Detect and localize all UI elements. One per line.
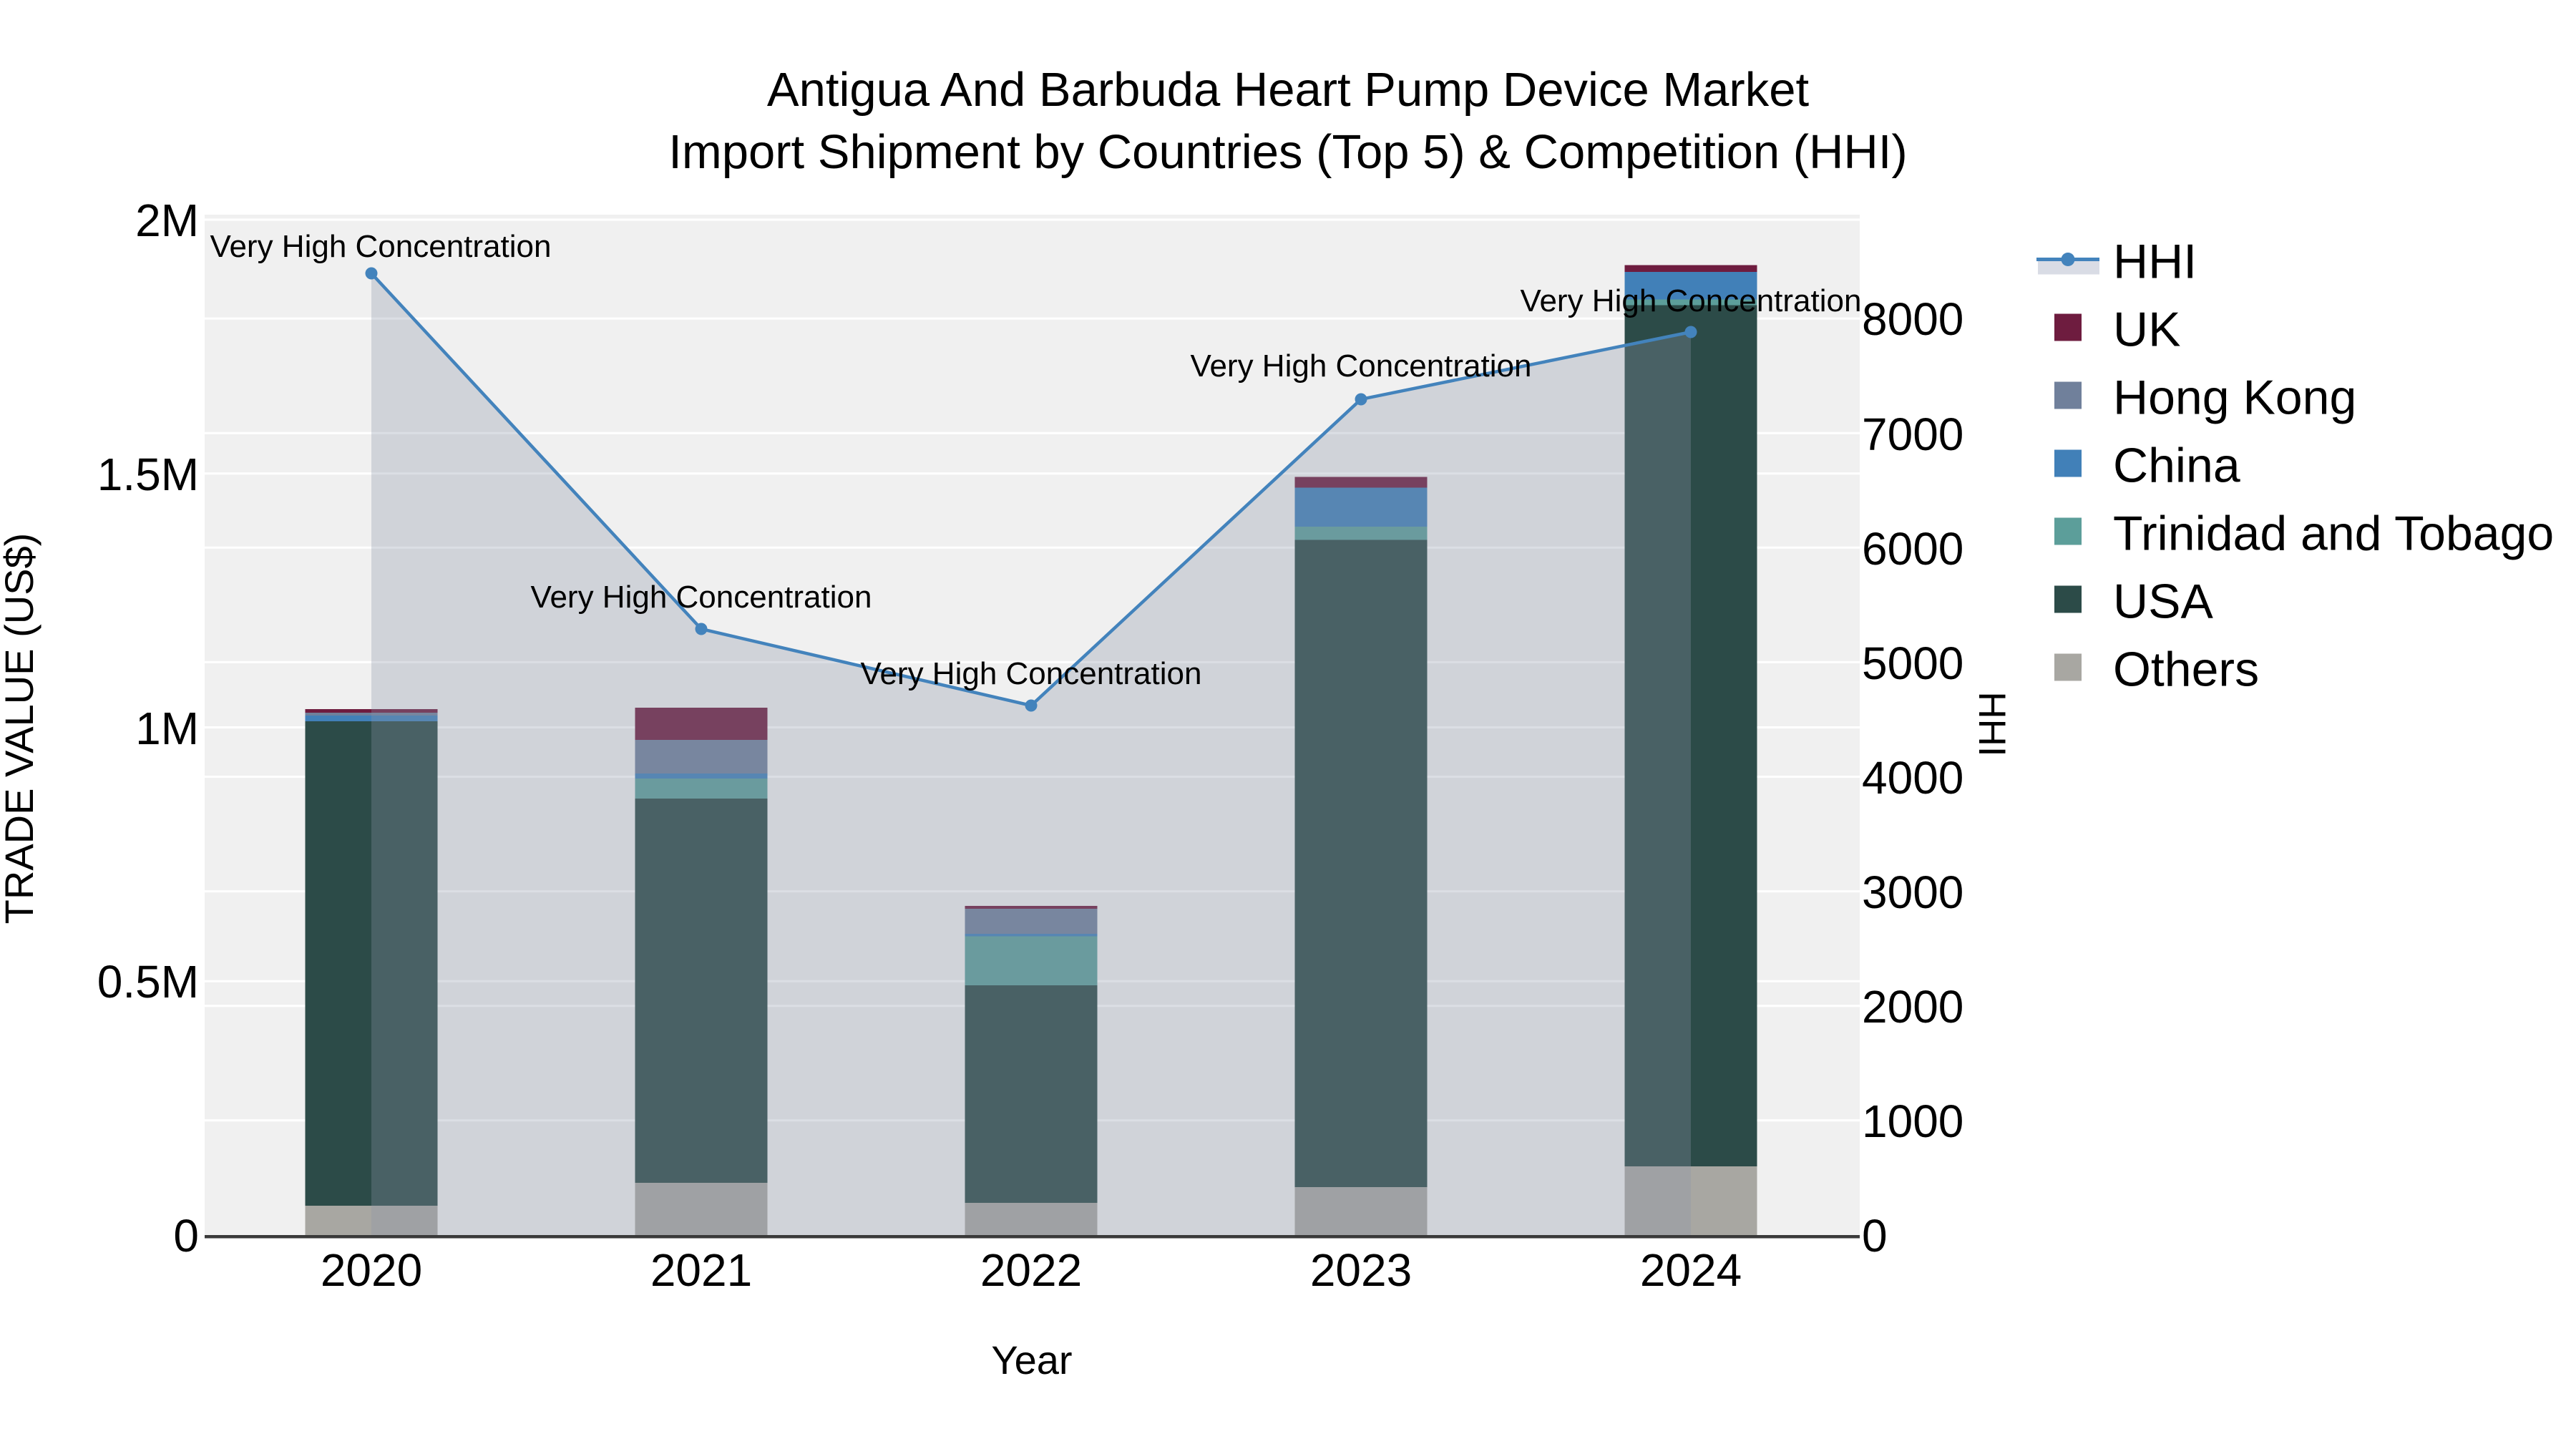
svg-text:TRADE VALUE (US$): TRADE VALUE (US$) (0, 533, 42, 924)
svg-text:2024: 2024 (1640, 1244, 1742, 1296)
svg-text:2023: 2023 (1310, 1244, 1412, 1296)
svg-text:Very High Concentration: Very High Concentration (1191, 348, 1532, 384)
svg-text:2M: 2M (135, 195, 199, 246)
svg-text:HHI: HHI (2113, 235, 2197, 289)
svg-text:1.5M: 1.5M (97, 449, 199, 500)
svg-text:1M: 1M (135, 703, 199, 754)
svg-text:4000: 4000 (1862, 752, 1963, 804)
svg-text:Import Shipment by Countries (: Import Shipment by Countries (Top 5) & C… (668, 125, 1907, 179)
svg-text:Others: Others (2113, 643, 2259, 697)
svg-text:2022: 2022 (980, 1244, 1082, 1296)
svg-text:HHI: HHI (1971, 691, 2013, 756)
svg-text:0: 0 (1862, 1210, 1888, 1262)
svg-text:1000: 1000 (1862, 1096, 1963, 1147)
svg-text:0.5M: 0.5M (97, 956, 199, 1008)
svg-text:8000: 8000 (1862, 293, 1963, 345)
svg-text:7000: 7000 (1862, 409, 1963, 460)
svg-text:China: China (2113, 439, 2240, 493)
svg-text:6000: 6000 (1862, 523, 1963, 575)
svg-text:Antigua And Barbuda Heart Pump: Antigua And Barbuda Heart Pump Device Ma… (767, 63, 1810, 117)
svg-text:Trinidad and Tobago: Trinidad and Tobago (2113, 507, 2554, 561)
svg-text:0: 0 (173, 1210, 199, 1262)
svg-text:2020: 2020 (321, 1244, 422, 1296)
svg-text:5000: 5000 (1862, 638, 1963, 689)
svg-text:Year: Year (991, 1337, 1072, 1382)
svg-text:USA: USA (2113, 575, 2213, 629)
svg-text:Very High Concentration: Very High Concentration (531, 580, 872, 615)
svg-text:Hong Kong: Hong Kong (2113, 371, 2356, 425)
svg-text:2021: 2021 (650, 1244, 752, 1296)
svg-text:2000: 2000 (1862, 981, 1963, 1033)
svg-text:Very High Concentration: Very High Concentration (1521, 283, 1862, 318)
svg-text:3000: 3000 (1862, 867, 1963, 918)
svg-text:Very High Concentration: Very High Concentration (861, 656, 1202, 691)
svg-text:Very High Concentration: Very High Concentration (210, 229, 552, 264)
svg-text:UK: UK (2113, 303, 2180, 357)
